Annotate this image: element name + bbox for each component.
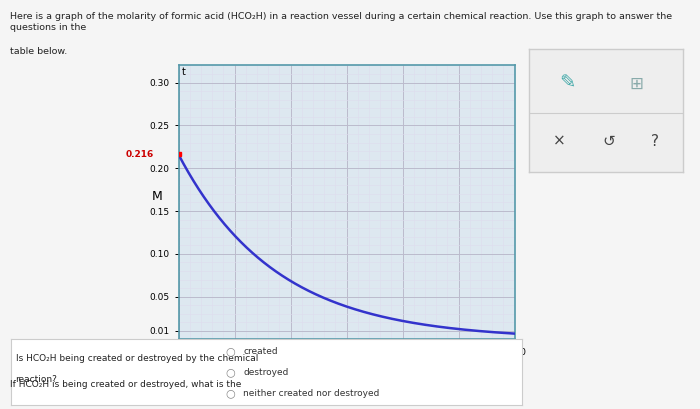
Text: Is HCO₂H being created or destroyed by the chemical: Is HCO₂H being created or destroyed by t… <box>15 354 258 363</box>
Text: reaction?: reaction? <box>15 375 57 384</box>
Text: Here is a graph of the molarity of formic acid (HCO₂H) in a reaction vessel duri: Here is a graph of the molarity of formi… <box>10 12 673 31</box>
Text: t: t <box>182 67 186 77</box>
Text: table below.: table below. <box>10 47 68 56</box>
Text: neither created nor destroyed: neither created nor destroyed <box>243 389 379 398</box>
Text: ×: × <box>553 134 566 148</box>
Text: ○: ○ <box>225 388 235 398</box>
Text: ↺: ↺ <box>602 134 615 148</box>
X-axis label: seconds: seconds <box>323 363 370 373</box>
Text: ○: ○ <box>225 346 235 356</box>
Text: ⊞: ⊞ <box>629 74 643 92</box>
Text: created: created <box>243 347 278 356</box>
Text: ?: ? <box>651 134 659 148</box>
Text: 0.216: 0.216 <box>126 150 154 159</box>
Text: M: M <box>152 190 163 203</box>
Text: destroyed: destroyed <box>243 368 288 377</box>
Text: If HCO₂H is being created or destroyed, what is the: If HCO₂H is being created or destroyed, … <box>10 380 242 389</box>
Text: ✎: ✎ <box>559 74 575 93</box>
Text: ○: ○ <box>225 367 235 377</box>
